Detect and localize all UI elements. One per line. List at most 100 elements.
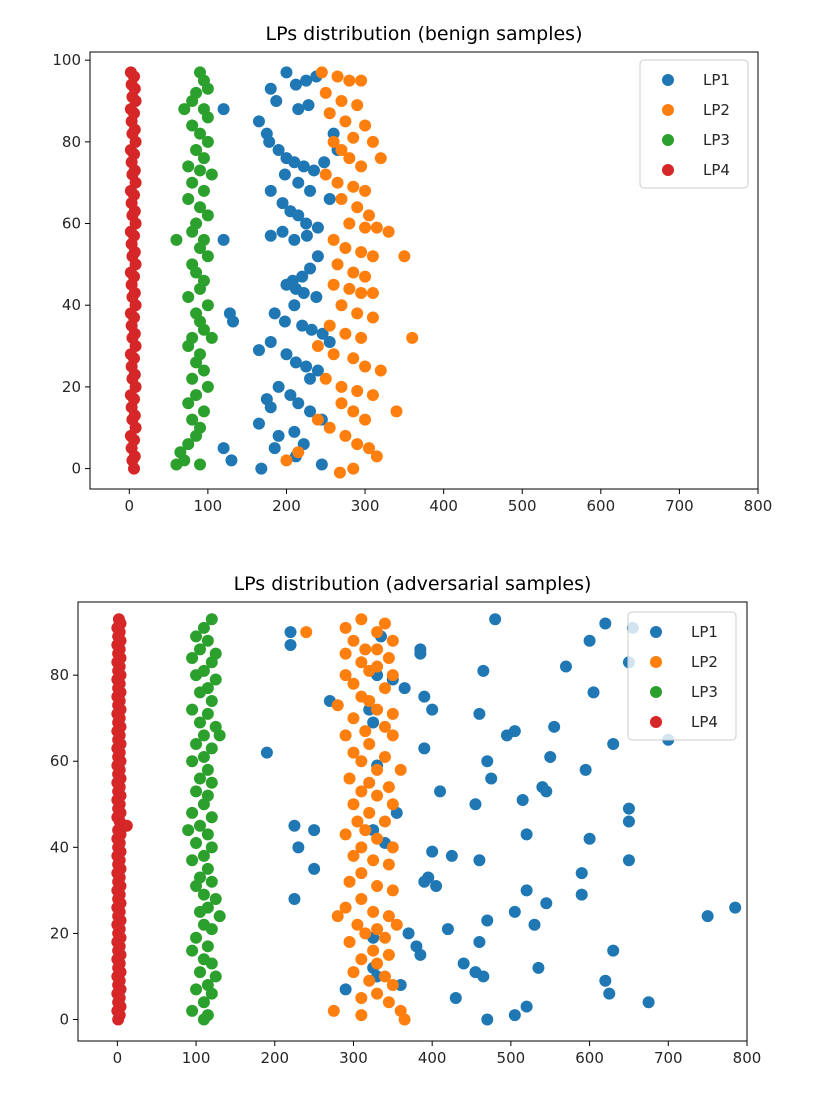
data-point-lp1 <box>297 286 310 299</box>
data-point-lp2 <box>406 331 419 344</box>
data-point-lp1 <box>441 923 454 936</box>
data-point-lp1 <box>481 914 494 927</box>
data-point-lp3 <box>170 458 183 471</box>
data-point-lp2 <box>371 643 384 656</box>
data-point-lp1 <box>311 250 324 263</box>
data-point-lp1 <box>308 824 321 837</box>
data-point-lp2 <box>382 910 395 923</box>
data-point-lp1 <box>289 356 302 369</box>
legend-marker-lp4 <box>662 164 674 176</box>
data-point-lp2 <box>327 278 340 291</box>
data-point-lp1 <box>449 991 462 1004</box>
data-point-lp1 <box>477 664 490 677</box>
data-point-lp1 <box>481 755 494 768</box>
data-point-lp2 <box>378 970 391 983</box>
x-tick-label: 800 <box>733 1049 762 1067</box>
data-point-lp2 <box>347 180 360 193</box>
data-point-lp3 <box>197 1013 210 1026</box>
data-point-lp1 <box>311 364 324 377</box>
data-point-lp3 <box>193 686 206 699</box>
data-point-lp2 <box>347 634 360 647</box>
data-point-lp1 <box>276 225 289 238</box>
data-point-lp3 <box>182 340 195 353</box>
data-point-lp1 <box>579 763 592 776</box>
data-point-lp2 <box>355 160 368 173</box>
data-point-lp3 <box>197 323 210 336</box>
data-point-lp1 <box>520 1000 533 1013</box>
data-point-lp1 <box>418 875 431 888</box>
data-point-lp1 <box>227 315 240 328</box>
data-point-lp1 <box>263 135 276 148</box>
data-point-lp2 <box>343 152 356 165</box>
plot-frame <box>77 601 748 1042</box>
data-point-lp1 <box>307 164 320 177</box>
data-point-lp2 <box>351 815 364 828</box>
data-point-lp2 <box>315 66 328 79</box>
data-point-lp1 <box>418 742 431 755</box>
data-point-lp3 <box>193 819 206 832</box>
data-point-lp2 <box>359 927 372 940</box>
data-point-lp2 <box>367 944 380 957</box>
data-point-lp2 <box>371 880 384 893</box>
data-point-lp2 <box>347 352 360 365</box>
data-point-lp3 <box>190 738 203 751</box>
data-point-lp2 <box>374 364 387 377</box>
data-point-lp3 <box>182 438 195 451</box>
data-point-lp3 <box>190 669 203 682</box>
data-point-lp2 <box>371 832 384 845</box>
data-point-lp1 <box>292 841 305 854</box>
x-tick-label: 100 <box>194 497 223 515</box>
data-point-lp3 <box>194 242 207 255</box>
x-tick-label: 500 <box>497 1049 526 1067</box>
data-point-lp2 <box>331 699 344 712</box>
data-point-lp3 <box>186 176 199 189</box>
data-point-lp3 <box>197 996 210 1009</box>
data-point-lp3 <box>194 282 207 295</box>
data-point-lp3 <box>193 905 206 918</box>
data-point-lp1 <box>255 462 268 475</box>
data-point-lp3 <box>213 729 226 742</box>
data-point-lp2 <box>323 319 336 332</box>
data-point-lp2 <box>347 798 360 811</box>
legend: LP1 LP2 LP3 LP4 <box>627 611 737 741</box>
data-point-lp2 <box>386 669 399 682</box>
data-point-lp2 <box>371 923 384 936</box>
data-point-lp3 <box>190 931 203 944</box>
data-point-lp2 <box>359 184 372 197</box>
y-tick-label: 40 <box>62 296 81 314</box>
data-point-lp1 <box>622 802 635 815</box>
series-lp2 <box>280 66 419 479</box>
x-tick-label: 600 <box>575 1049 604 1067</box>
data-point-lp1 <box>304 262 317 275</box>
data-point-lp2 <box>327 233 340 246</box>
data-point-lp2 <box>339 429 352 442</box>
data-point-lp1 <box>300 217 313 230</box>
data-point-lp3 <box>213 910 226 923</box>
data-point-lp2 <box>363 738 376 751</box>
data-point-lp1 <box>603 987 616 1000</box>
data-point-lp3 <box>190 880 203 893</box>
legend-box <box>639 59 749 189</box>
data-point-lp4 <box>112 1013 125 1026</box>
data-point-lp2 <box>347 849 360 862</box>
data-point-lp3 <box>205 168 218 181</box>
x-tick-label: 700 <box>654 1049 683 1067</box>
series-lp2 <box>300 613 411 1026</box>
data-point-lp1 <box>292 176 305 189</box>
y-tick-label: 0 <box>59 1010 69 1028</box>
data-point-lp2 <box>378 682 391 695</box>
data-point-lp2 <box>367 905 380 918</box>
data-point-lp1 <box>575 867 588 880</box>
data-point-lp1 <box>289 78 302 91</box>
data-point-lp3 <box>197 849 210 862</box>
data-point-lp2 <box>347 131 360 144</box>
legend-marker-lp3 <box>650 686 662 698</box>
data-point-lp2 <box>371 957 384 970</box>
data-point-lp2 <box>335 299 348 312</box>
data-point-lp3 <box>205 841 218 854</box>
data-point-lp1 <box>270 95 283 108</box>
data-point-lp2 <box>327 1004 340 1017</box>
data-point-lp3 <box>182 397 195 410</box>
data-point-lp2 <box>331 176 344 189</box>
data-point-lp1 <box>622 815 635 828</box>
